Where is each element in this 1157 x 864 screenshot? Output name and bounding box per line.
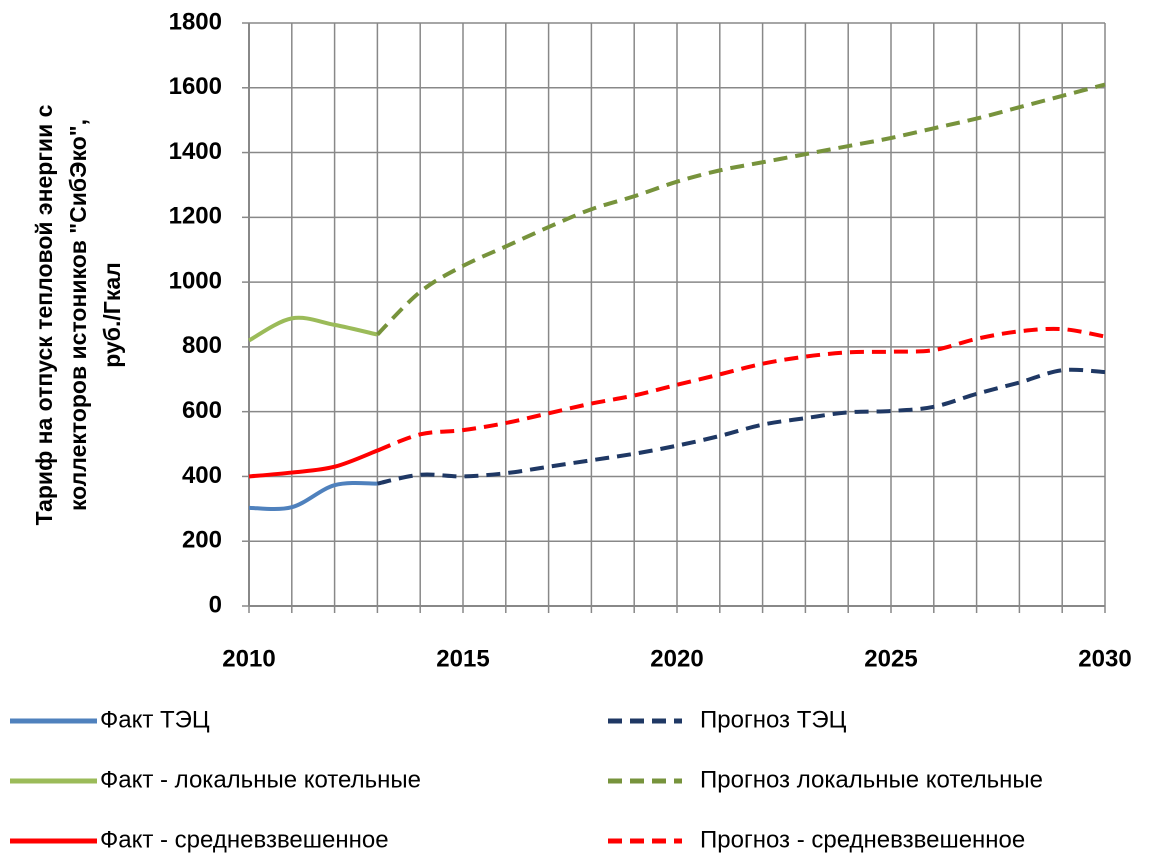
y-label-line: руб./Гкал (99, 262, 125, 367)
x-tick-label: 2030 (1078, 645, 1131, 672)
legend-label: Прогноз локальные котельные (700, 766, 1043, 793)
x-tick-label: 2010 (222, 645, 275, 672)
x-tick-label: 2015 (436, 645, 489, 672)
x-tick-label: 2020 (650, 645, 703, 672)
y-tick-label: 0 (209, 591, 222, 618)
y-tick-label: 800 (182, 332, 222, 359)
y-label-line: Тариф на отпуск тепловой энергии с (31, 104, 57, 525)
x-tick-label: 2025 (864, 645, 917, 672)
legend-label: Прогноз - средневзвешенное (700, 826, 1025, 853)
series-line (248, 481, 378, 512)
y-tick-label: 1600 (169, 73, 222, 100)
y-tick-label: 1200 (169, 203, 222, 230)
series-line (248, 315, 378, 343)
y-tick-label: 1000 (169, 267, 222, 294)
series-line (248, 448, 379, 479)
y-tick-label: 1800 (169, 8, 222, 35)
y-label-line: коллекторов истоников "СибЭко", (65, 119, 91, 511)
series-line (375, 82, 1106, 336)
y-axis-label: Тариф на отпуск тепловой энергии с колле… (31, 104, 125, 525)
legend-label: Факт - средневзвешенное (100, 826, 389, 853)
y-tick-label: 200 (182, 527, 222, 554)
legend-label: Прогноз ТЭЦ (700, 706, 847, 733)
y-tick-label: 400 (182, 462, 222, 489)
y-tick-label: 600 (182, 397, 222, 424)
legend-label: Факт - локальные котельные (100, 766, 421, 793)
legend-label: Факт ТЭЦ (100, 706, 210, 733)
y-tick-label: 1400 (169, 138, 222, 165)
